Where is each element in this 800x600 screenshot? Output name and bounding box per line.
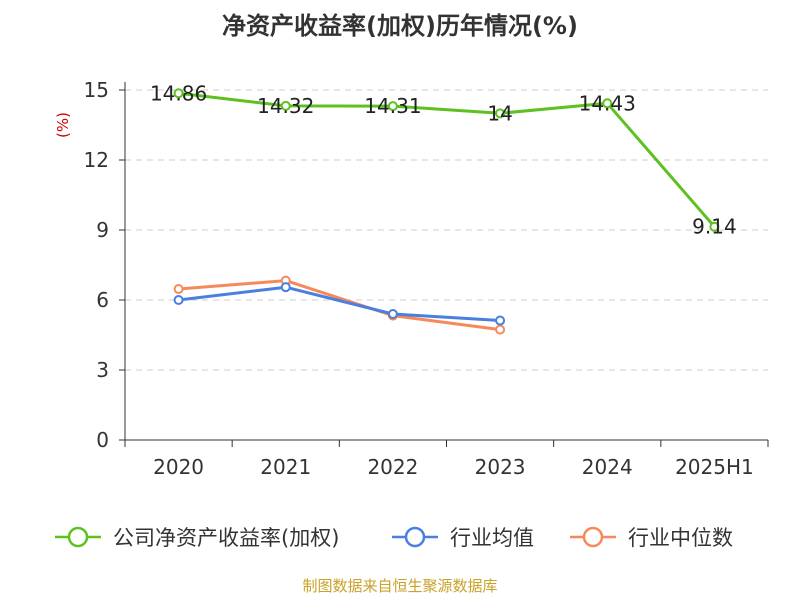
x-tick-label: 2020 [153,455,204,479]
data-labels: 14.86 14.32 14.31 14 14.43 9.14 [150,81,737,238]
legend: 公司净资产收益率(加权) 行业均值 行业中位数 [55,526,733,550]
y-tick-label: 3 [96,358,109,382]
series-line [178,91,716,228]
data-point [387,309,398,319]
legend-label: 行业中位数 [628,526,733,550]
series-line [178,279,501,332]
data-label: 9.14 [692,215,737,239]
legend-marker [404,526,426,548]
data-point [495,315,506,326]
axes: 0 3 6 9 12 15 2020 2021 2022 2023 2024 2025H1 [84,78,769,479]
y-tick-label: 9 [96,218,109,242]
y-tick-label: 6 [96,288,109,312]
x-tick-label: 2021 [260,455,311,479]
data-point [173,295,184,305]
chart-title: 净资产收益率(加权)历年情况(%) [222,12,578,40]
source-note: 制图数据来自恒生聚源数据库 [302,577,497,595]
y-axis-label: (%) [54,112,72,138]
data-label: 14.32 [257,94,314,118]
data-point [280,282,291,293]
legend-label: 公司净资产收益率(加权) [113,526,339,550]
data-point [173,284,184,295]
data-label: 14.86 [150,81,207,105]
series-lines [173,88,720,335]
data-label: 14.43 [579,91,636,115]
data-point [173,88,184,99]
grid-lines [125,89,768,371]
series-line [178,285,501,322]
data-point [709,221,720,232]
y-tick-label: 0 [96,428,109,452]
x-tick-label: 2023 [475,455,526,479]
y-tick-label: 15 [84,78,109,102]
x-tick-label: 2024 [582,455,633,479]
data-point [495,324,506,335]
data-label: 14.31 [364,94,421,118]
x-tick-label: 2022 [367,455,418,479]
legend-marker [582,526,604,548]
y-tick-label: 12 [84,148,109,172]
data-point [387,101,398,112]
data-point [280,100,291,111]
x-tick-label: 2025H1 [675,455,754,479]
data-label: 14 [487,101,512,125]
data-point [602,98,613,109]
data-point [495,108,506,119]
legend-marker [67,526,89,548]
legend-label: 行业均值 [450,526,534,550]
